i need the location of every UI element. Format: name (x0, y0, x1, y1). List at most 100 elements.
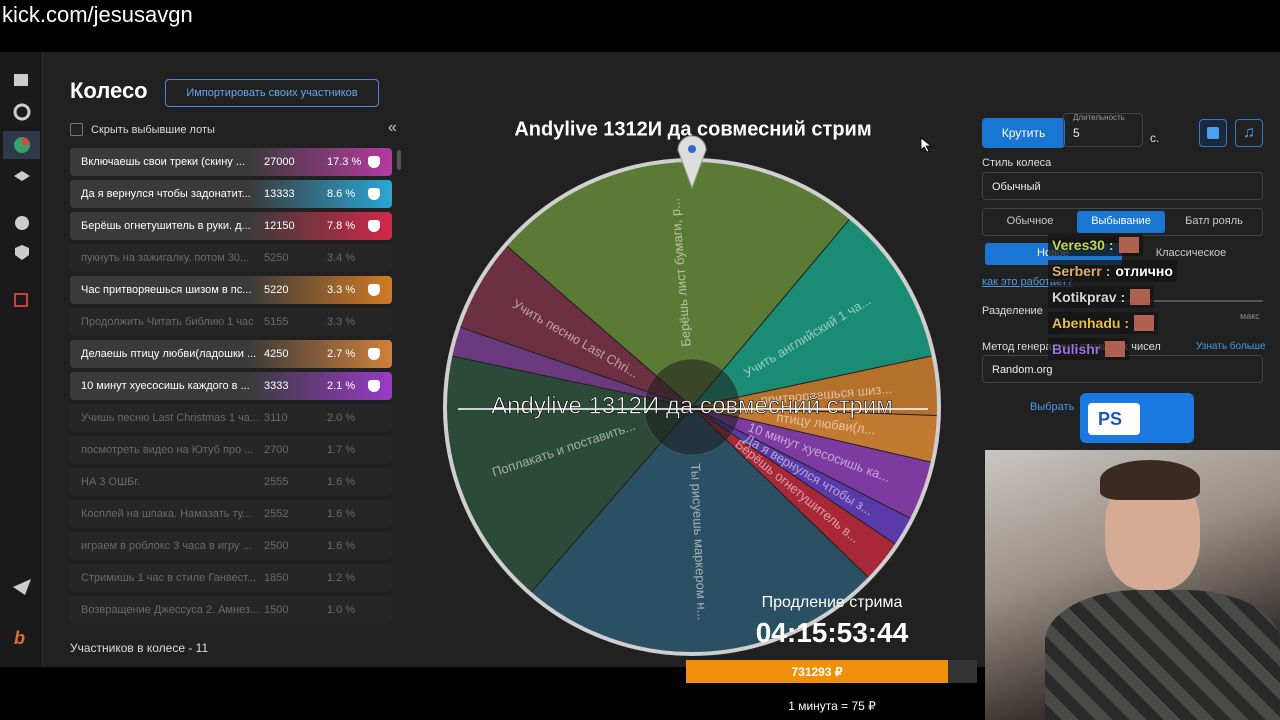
wheel-title: Andylive 1312И да совмесний стрим (514, 118, 871, 140)
chat-message: Abenhadu : (1048, 312, 1158, 334)
lot-row: Продолжить Читать библию 1 час 5155 3.3 % (70, 308, 392, 336)
lot-amount: 12150 (264, 220, 295, 232)
collapse-button[interactable]: « (388, 119, 397, 136)
lot-percent: 1.6 % (327, 540, 356, 552)
lot-row: Стримишь 1 час в стиле Ганвест... 1850 1.2… (70, 564, 392, 592)
lot-name: играем в роблокс 3 часа в игру ... (81, 540, 252, 552)
lot-percent: 1.0 % (327, 604, 356, 616)
icon-settings[interactable] (13, 103, 31, 121)
chat-message: Serberr : отлично (1048, 260, 1177, 282)
lot-icon (368, 380, 380, 392)
cursor (920, 137, 933, 153)
dice-button[interactable] (1199, 119, 1227, 147)
icon-logout[interactable] (14, 293, 28, 307)
duration-unit: с. (1150, 131, 1160, 145)
lot-row: Возвращение Джессуса 2. Амнез... 1500 1.0 … (70, 596, 392, 624)
lot-amount: 3333 (264, 380, 289, 392)
icon-auction[interactable] (14, 74, 28, 86)
tab: Обычное (1006, 215, 1054, 227)
learn-more[interactable]: Узнать больше (1196, 341, 1266, 352)
lot-percent: 8.6 % (327, 188, 356, 200)
icon-layers[interactable] (14, 171, 30, 181)
lot-name: НА 3 ОШБг. (81, 476, 141, 488)
music-button[interactable]: ♫ (1235, 119, 1263, 147)
lot-row: пукнуть на зажигалку. потом 30... 5250 3.4… (70, 244, 392, 272)
lot-name: Продолжить Читать библию 1 час (81, 316, 254, 328)
lot-name: 10 минут хуесосишь каждого в ... (81, 380, 250, 392)
lot-row: играем в роблокс 3 часа в игру ... 2500 1.… (70, 532, 392, 560)
lot-icon (368, 156, 380, 168)
lot-amount: 5220 (264, 284, 289, 296)
lot-percent: 3.4 % (327, 252, 356, 264)
pointer-dot (688, 145, 696, 153)
lot-name: посмотреть видео на Ютуб про ... (81, 444, 254, 456)
chat-message: Veres30 : (1048, 234, 1143, 256)
scrollbar (397, 150, 401, 170)
chat-emote (1134, 315, 1154, 331)
wheel-hub (643, 358, 741, 456)
lot-amount: 13333 (264, 188, 295, 200)
lot-percent: 17.3 % (327, 156, 362, 168)
lot-percent: 3.3 % (327, 316, 356, 328)
checkbox[interactable] (70, 123, 83, 136)
lot-amount: 3110 (264, 412, 288, 424)
lot-row: посмотреть видео на Ютуб про ... 2700 1.7 … (70, 436, 392, 464)
extension-label: Продление стрима (761, 594, 903, 611)
mode-tab-active-bg (1077, 211, 1165, 233)
lot-name: пукнуть на зажигалку. потом 30... (81, 252, 250, 264)
lot-row: Берёшь огнетушитель в руки. д... 12150 7.8… (70, 212, 392, 240)
chat-user: Serberr : (1052, 263, 1111, 279)
lot-name: Да я вернулся чтобы задонатит... (81, 188, 251, 200)
segment-label: Ты рисуешь маркером н... (688, 463, 710, 621)
lot-row: 10 минут хуесосишь каждого в ... 3333 2.1 … (70, 372, 392, 400)
split-max: макс (1240, 311, 1260, 321)
lot-amount: 5250 (264, 252, 289, 264)
lot-amount: 4250 (264, 348, 289, 360)
duration-value: 5 (1073, 126, 1080, 140)
sidebar: b (0, 52, 43, 667)
chat-user: Abenhadu : (1052, 315, 1129, 331)
lot-row: НА 3 ОШБг. 2555 1.6 % (70, 468, 392, 496)
lot-percent: 2.1 % (327, 380, 356, 392)
lot-percent: 1.7 % (327, 444, 356, 456)
lot-icon (368, 188, 380, 200)
lot-row: Делаешь птицу любви(ладошки ... 4250 2.7 % (70, 340, 392, 368)
lot-list: Включаешь свои треки (скину ... 27000 17.3… (0, 140, 400, 630)
spin-button[interactable]: Крутить (982, 118, 1065, 148)
lot-row: Включаешь свои треки (скину ... 27000 17.3… (70, 148, 392, 176)
icon-telegram[interactable] (13, 579, 31, 595)
lot-percent: 1.2 % (327, 572, 356, 584)
lot-icon (368, 348, 380, 360)
tab: Батл рояль (1185, 215, 1243, 227)
dice-icon (1207, 127, 1219, 139)
lot-percent: 2.7 % (327, 348, 356, 360)
import-button[interactable]: Импортировать своих участников (165, 79, 379, 107)
progress-amount: 731293 ₽ (686, 660, 948, 683)
webcam-hair (1100, 460, 1200, 500)
icon-help[interactable] (15, 216, 29, 230)
participants-count: Участников в колесе - 11 (70, 641, 209, 655)
lot-row: Час притворяешься шизом в пс... 5220 3.3 % (70, 276, 392, 304)
lot-row: Учишь песню Last Christmas 1 ча... 3110 2.… (70, 404, 392, 432)
tab: Классическое (1155, 247, 1227, 259)
lot-icon (368, 220, 380, 232)
duration-label: Длительность (1073, 113, 1125, 122)
choose-link[interactable]: Выбрать (1030, 401, 1075, 413)
chat-user: Kotikprav : (1052, 289, 1126, 305)
split-slider[interactable] (1055, 300, 1263, 302)
chat-text: отлично (1115, 263, 1173, 279)
lot-row: Да я вернулся чтобы задонатит... 13333 8.6… (70, 180, 392, 208)
lot-percent: 2.0 % (327, 412, 356, 424)
duration-input[interactable] (1063, 113, 1143, 147)
icon-brand[interactable]: b (14, 628, 25, 648)
style-label: Стиль колеса (982, 157, 1052, 169)
lot-percent: 3.3 % (327, 284, 356, 296)
icon-shield[interactable] (15, 245, 29, 260)
checkbox-label: Скрыть выбывшие лоты (91, 124, 215, 136)
wheel: Andylive 1312И да совмесний стрим Берёшь… (443, 118, 941, 656)
style-select[interactable]: Обычный (982, 172, 1263, 200)
lot-amount: 2700 (264, 444, 289, 456)
lot-name: Стримишь 1 час в стиле Ганвест... (81, 572, 257, 584)
